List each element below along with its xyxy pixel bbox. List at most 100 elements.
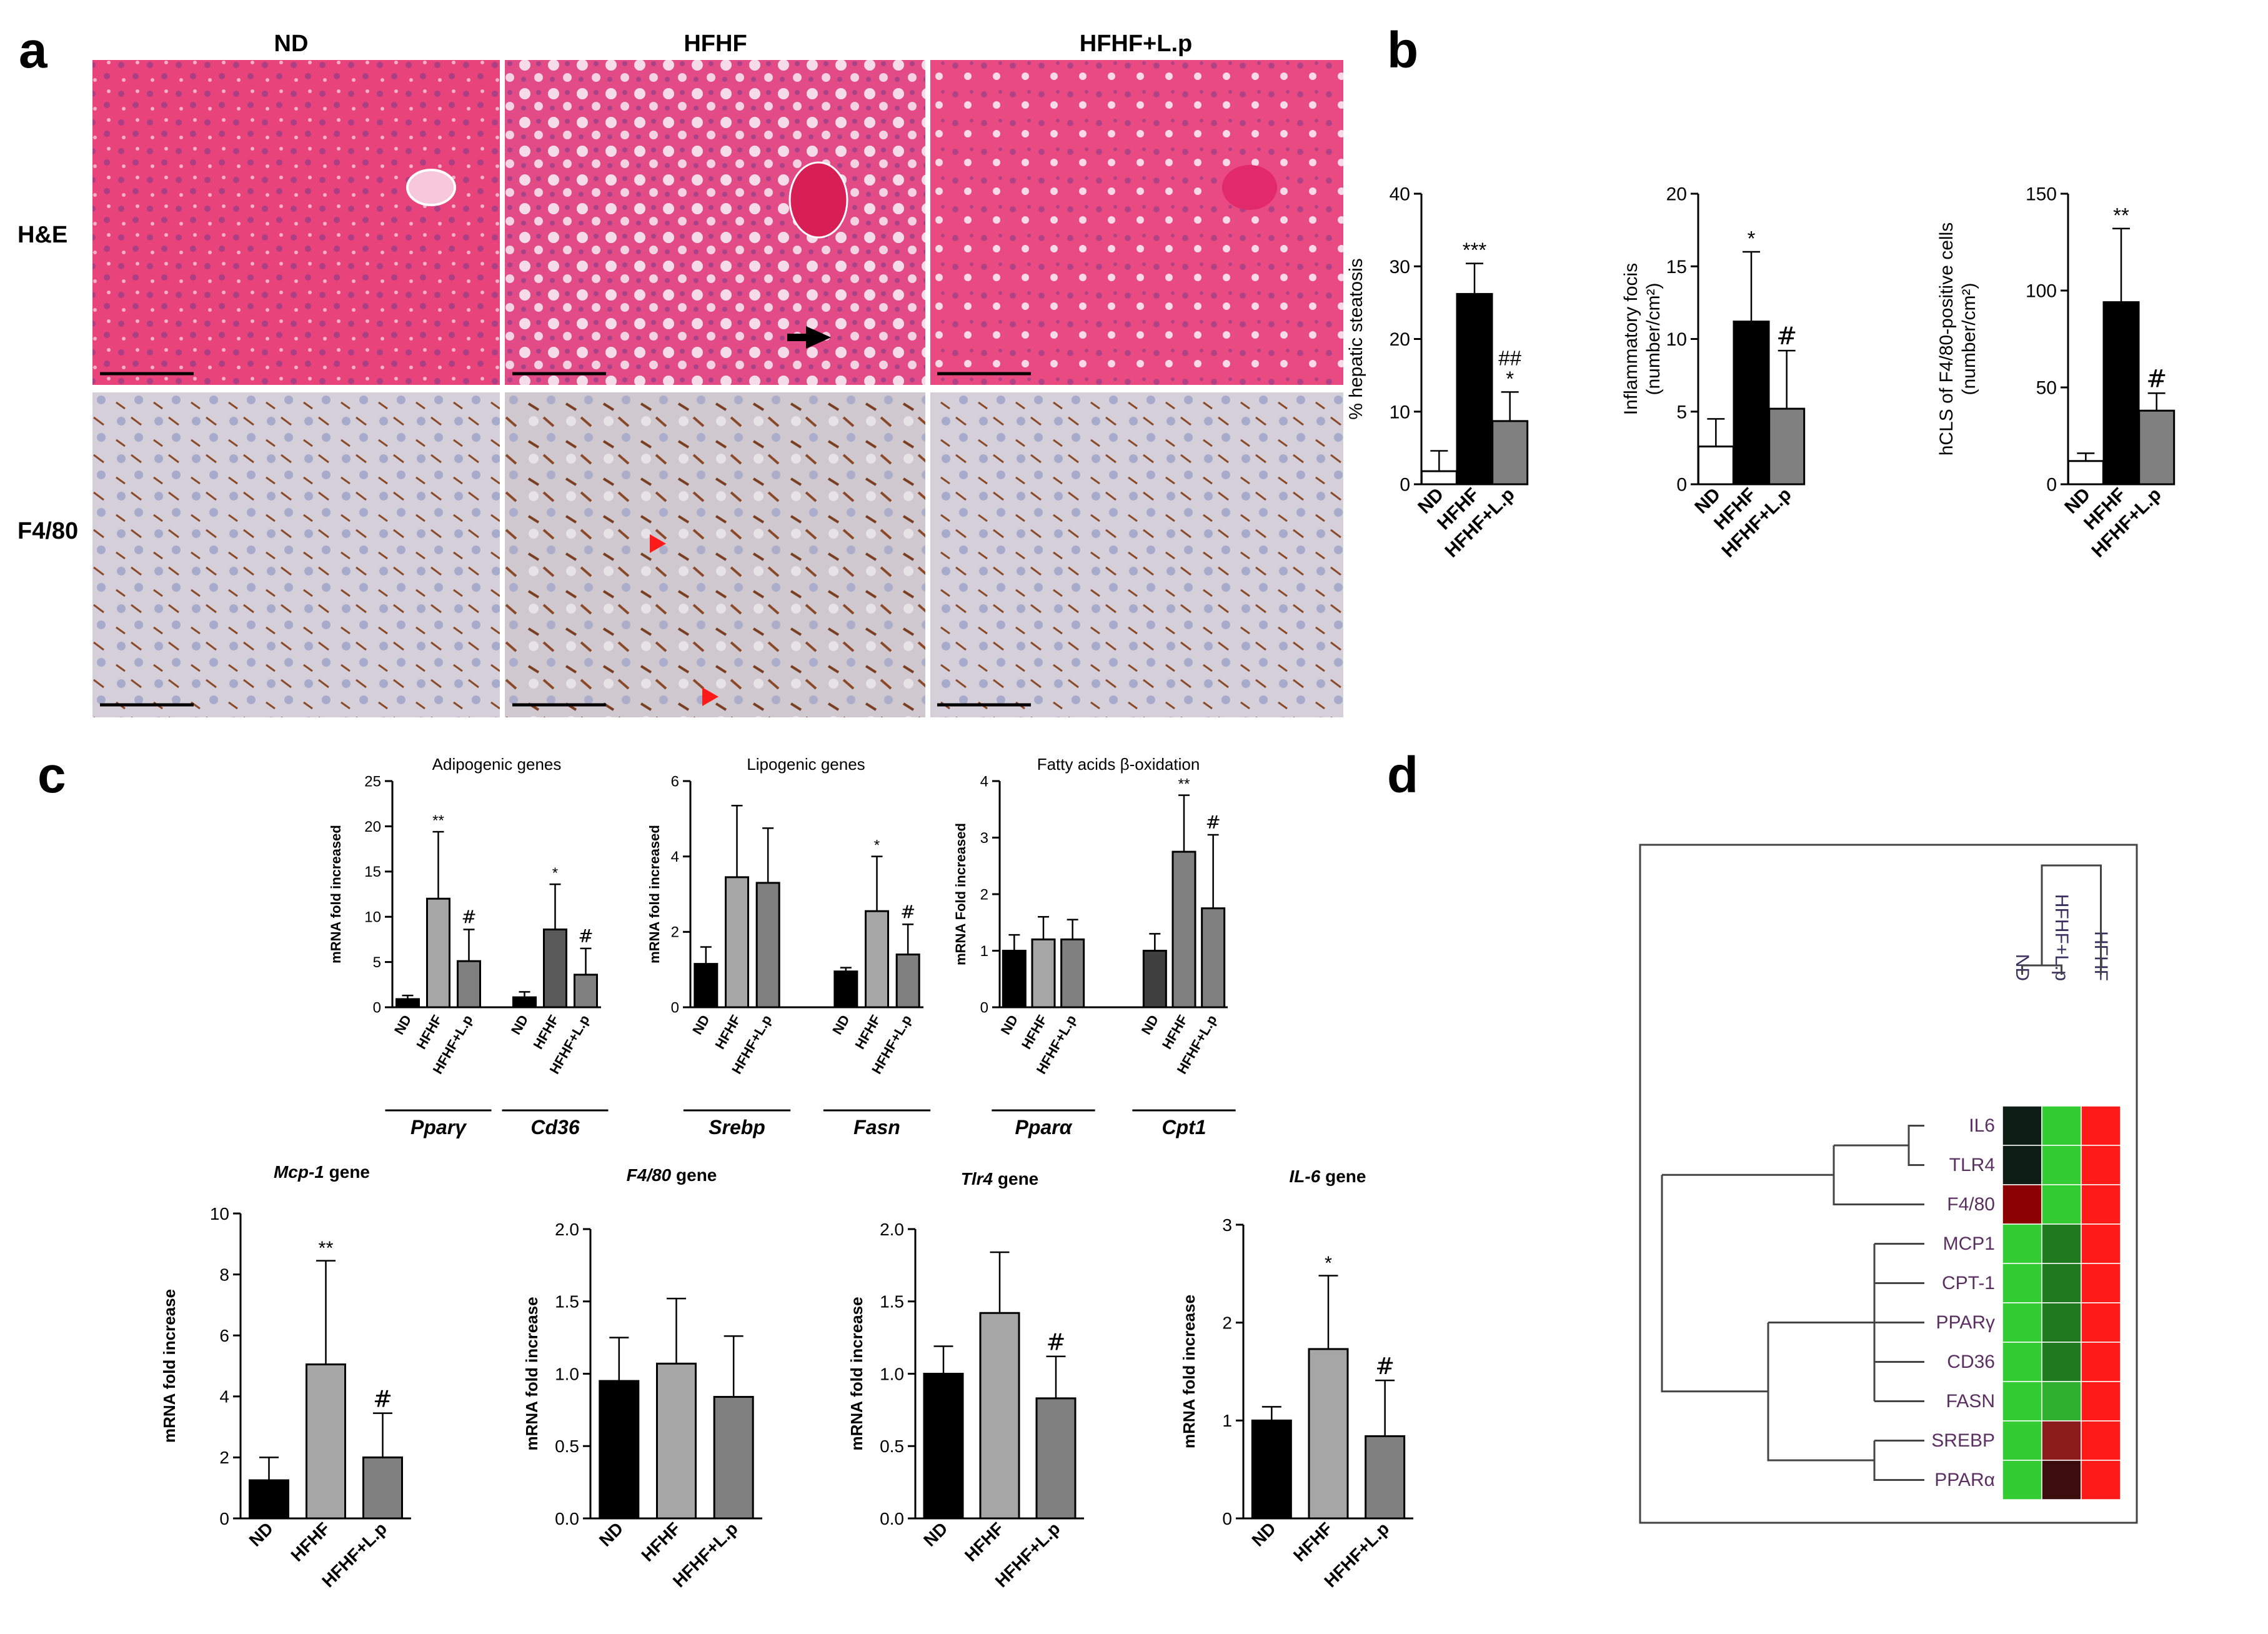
y-tick-label: 5 [1676,402,1687,422]
group-label: Cpt1 [1161,1116,1206,1138]
y-tick-label: 150 [2026,184,2057,205]
y-axis-label-unit: (number/cm²) [1959,282,1979,395]
y-tick-label: 2 [219,1448,229,1467]
heatmap-cell [2002,1105,2042,1146]
significance-hash: # [2146,364,2167,393]
heatmap-row-label: SREBP [1931,1430,1995,1451]
x-tick-label: ND [595,1518,627,1550]
x-tick-label: HFHF [637,1518,684,1565]
heatmap-cell [2081,1263,2121,1303]
y-tick-label: 0 [1400,475,1410,496]
y-tick-label: 40 [1390,184,1410,205]
heatmap-cell [2002,1263,2042,1303]
bar [457,960,481,1009]
y-tick-label: 50 [2036,378,2057,399]
heatmap-row-label: CD36 [1947,1352,1995,1372]
bar [1308,1348,1349,1520]
bar [833,970,858,1009]
col-header-hfhf-lp: HFHF+L.p [1080,31,1192,57]
heatmap-row-label: FASN [1946,1391,1995,1412]
row-label-f480: F4/80 [17,518,78,544]
heatmap-cell [2041,1184,2082,1225]
bar [1697,446,1734,486]
chart-title-italic: Tlr4 [961,1169,993,1188]
y-tick-label: 3 [1222,1215,1232,1235]
bar [1201,907,1226,1009]
col-header-hfhf: HFHF [684,31,747,57]
row-dendrogram [1767,1322,1874,1462]
y-tick-label: 25 [364,773,381,790]
x-tick-label: HFHF [1290,1518,1336,1565]
heatmap-cell [2002,1460,2042,1500]
central-vein-hfhflp [1222,165,1277,210]
y-tick-label: 15 [364,864,381,880]
heatmap-row-label: IL6 [1969,1115,1995,1136]
y-tick-label: 0.0 [555,1509,579,1528]
group-label: Pparγ [410,1116,467,1138]
row-dendrogram [1907,1125,1924,1166]
x-tick-label: ND [246,1518,277,1550]
y-tick-label: 10 [210,1204,229,1223]
y-tick-label: 0 [2046,475,2057,496]
chart-title-rest: gene [671,1165,717,1185]
central-vein-nd [406,169,456,206]
y-tick-label: 20 [1666,184,1687,205]
y-axis-label: hCLS of F4/80-positive cells [1936,222,1957,456]
y-tick-label: 4 [219,1387,229,1407]
heatmap-cell [2002,1342,2042,1382]
x-tick-label: ND [1138,1012,1162,1037]
y-axis-label: mRNA fold increase [522,1297,541,1450]
y-tick-label: 2 [980,886,988,903]
significance-hash: # [461,906,476,927]
chart-title: F4/80 gene [627,1165,717,1185]
group-label: Cd36 [530,1116,579,1138]
x-tick-label: HFHF [961,1518,1008,1565]
bar [1002,950,1027,1009]
y-tick-label: 0 [980,999,988,1016]
micrograph-he-hfhflp [930,60,1343,385]
bar [979,1312,1020,1520]
heatmap-cell [2041,1342,2082,1382]
heatmap-cell [2002,1302,2042,1343]
x-tick-label: ND [1248,1518,1280,1550]
x-tick-label: HFHF [530,1012,562,1052]
panel-letter-d: d [1387,747,1418,804]
heatmap-cell [2002,1145,2042,1185]
heatmap-cell [2041,1460,2082,1500]
chart-c6: 0.0 0.5 1.0 1.5 2.0 mRNA fold increase ND HFHF #… [847,1169,1084,1591]
y-tick-label: 10 [1390,402,1410,422]
heatmap-cell [2002,1420,2042,1461]
bar [543,928,567,1009]
heatmap-cell [2041,1302,2082,1343]
significance-star: ** [432,812,444,829]
chart-c1: 0 5 10 15 20 25 mRNA fold increased ND ** HFHF # HF… [328,755,609,1138]
column-dendrogram [2041,864,2102,975]
chart-title: Lipogenic genes [747,755,865,774]
significance-hash: # [1776,322,1797,351]
y-tick-label: 1.5 [880,1292,904,1312]
central-vein-hfhf [788,161,848,239]
row-dendrogram [1873,1440,1924,1481]
x-tick-label: HFHF [1159,1012,1191,1052]
x-tick-label: ND [508,1012,532,1037]
x-tick-label: HFHF [712,1012,744,1052]
bar [1733,321,1770,486]
bar [1365,1435,1406,1520]
row-dendrogram [1873,1243,1924,1402]
y-tick-label: 0.5 [880,1437,904,1456]
y-tick-label: 1.0 [555,1364,579,1383]
chart-title: Adipogenic genes [432,755,562,774]
x-tick-label: HFHF [413,1012,445,1052]
y-axis-label-unit: (number/cm²) [1643,282,1664,395]
bar [2102,301,2140,486]
heatmap-row-label: F4/80 [1947,1194,1995,1215]
significance-hash: # [1047,1329,1066,1356]
y-axis-label: mRNA fold increased [328,825,344,964]
y-tick-label: 1 [980,943,988,960]
heatmap-frame [1639,844,2138,1524]
y-axis-label: mRNA fold increased [647,825,662,964]
